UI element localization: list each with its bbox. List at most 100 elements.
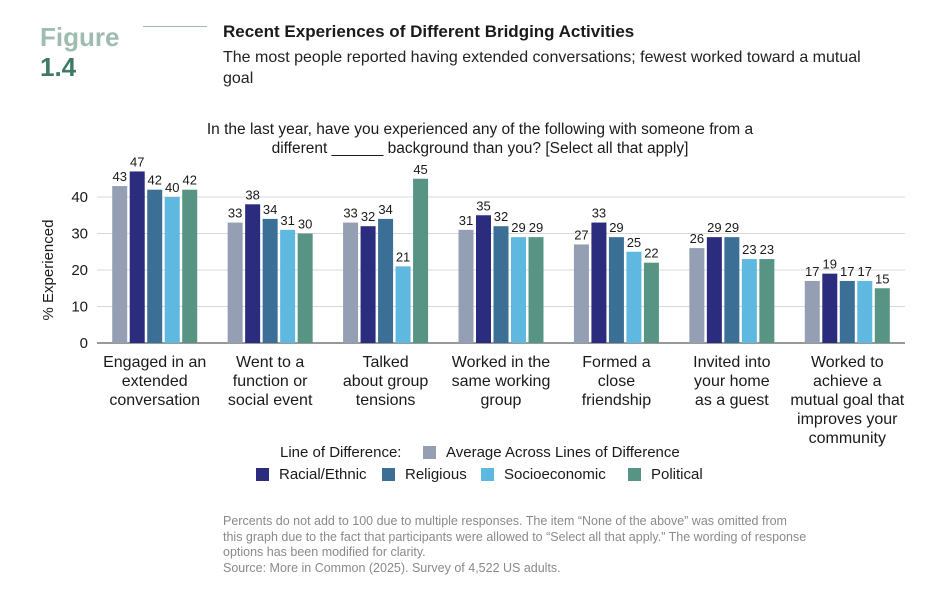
- bar: [608, 237, 624, 343]
- y-tick-label: 10: [71, 299, 88, 316]
- data-label: 42: [147, 173, 161, 188]
- bar: [227, 222, 243, 343]
- legend-title: Line of Difference:: [280, 444, 402, 461]
- bar: [493, 226, 509, 343]
- bar: [378, 218, 394, 343]
- data-label: 30: [298, 217, 312, 232]
- figure-label: Figure 1.4: [40, 22, 119, 82]
- bar: [297, 233, 313, 343]
- x-tick-label: Formed a close friendship: [581, 354, 652, 409]
- x-tick-label: Talked about group tensions: [342, 354, 429, 409]
- legend-label: Socioeconomic: [504, 466, 606, 483]
- data-label: 32: [361, 209, 375, 224]
- data-label: 29: [707, 220, 721, 235]
- y-axis-label: % Experienced: [40, 220, 57, 321]
- data-label: 17: [805, 264, 819, 279]
- bar: [804, 280, 820, 343]
- data-label: 15: [875, 271, 889, 286]
- footnote: Percents do not add to 100 due to multip…: [223, 514, 807, 575]
- data-label: 17: [858, 264, 872, 279]
- y-tick-label: 40: [71, 189, 88, 206]
- legend-swatch: [628, 468, 641, 481]
- data-label: 21: [396, 249, 410, 264]
- legend-item: Average Across Lines of Difference: [423, 444, 680, 461]
- legend-item: Religious: [382, 466, 467, 483]
- bar: [874, 288, 890, 343]
- data-label: 33: [592, 206, 606, 221]
- bar: [262, 218, 278, 343]
- x-tick-label: Worked in the same working group: [451, 354, 551, 409]
- data-label: 26: [690, 231, 704, 246]
- figure-word: Figure: [40, 22, 120, 52]
- data-label: 29: [609, 220, 623, 235]
- y-tick-label: 20: [71, 262, 88, 279]
- data-label: 42: [182, 173, 196, 188]
- legend-swatch: [256, 468, 269, 481]
- data-label: 43: [112, 169, 126, 184]
- bar: [724, 237, 740, 343]
- bar: [591, 222, 607, 343]
- bar: [395, 266, 411, 343]
- data-label: 40: [165, 180, 179, 195]
- survey-question: In the last year, have you experienced a…: [206, 121, 754, 157]
- bar: [626, 251, 642, 343]
- legend-item: Socioeconomic: [481, 466, 606, 483]
- data-label: 29: [725, 220, 739, 235]
- data-label: 22: [644, 246, 658, 261]
- data-label: 29: [529, 220, 543, 235]
- bar: [741, 259, 757, 343]
- data-label: 31: [459, 213, 473, 228]
- bar: [573, 244, 589, 343]
- bar: [528, 237, 544, 343]
- legend-swatch: [481, 468, 494, 481]
- data-label: 38: [245, 187, 259, 202]
- legend-label: Political: [651, 466, 703, 483]
- bar: [164, 197, 180, 343]
- bar: [857, 280, 873, 343]
- data-label: 33: [343, 206, 357, 221]
- data-label: 17: [840, 264, 854, 279]
- bar: [759, 259, 775, 343]
- figure-number: 1.4: [40, 52, 77, 82]
- data-label: 23: [760, 242, 774, 257]
- data-label: 19: [823, 257, 837, 272]
- x-tick-label: Engaged in an extended conversation: [103, 354, 207, 409]
- bar: [360, 226, 376, 343]
- bar: [147, 189, 163, 343]
- data-label: 32: [494, 209, 508, 224]
- data-label: 23: [742, 242, 756, 257]
- x-tick-label: Invited into your home as a guest: [693, 354, 771, 409]
- bar: [245, 204, 261, 343]
- legend-item: Racial/Ethnic: [256, 466, 367, 483]
- y-tick-label: 0: [80, 335, 88, 352]
- data-label: 25: [627, 235, 641, 250]
- bar: [689, 248, 705, 343]
- x-tick-label: Worked to achieve a mutual goal that imp…: [790, 354, 905, 447]
- data-label: 47: [130, 154, 144, 169]
- legend-swatch: [423, 446, 436, 459]
- data-label: 34: [378, 202, 392, 217]
- bar: [343, 222, 359, 343]
- bar: [112, 186, 128, 343]
- bar: [280, 229, 296, 343]
- legend-swatch: [382, 468, 395, 481]
- bar: [129, 171, 145, 343]
- bar: [511, 237, 526, 343]
- bar: [839, 280, 855, 343]
- data-label: 35: [476, 198, 490, 213]
- legend-item: Political: [628, 466, 703, 483]
- data-label: 27: [574, 227, 588, 242]
- x-tick-label: Went to a function or social event: [227, 354, 313, 409]
- legend-label: Religious: [405, 466, 467, 483]
- bar: [182, 189, 198, 343]
- legend-label: Average Across Lines of Difference: [446, 444, 680, 461]
- divider: [143, 26, 207, 27]
- bar: [413, 178, 429, 343]
- data-label: 33: [228, 206, 242, 221]
- chart-title: Recent Experiences of Different Bridging…: [223, 22, 635, 41]
- data-label: 34: [263, 202, 277, 217]
- bar: [458, 229, 474, 343]
- chart-subtitle: The most people reported having extended…: [223, 49, 861, 87]
- data-label: 31: [280, 213, 294, 228]
